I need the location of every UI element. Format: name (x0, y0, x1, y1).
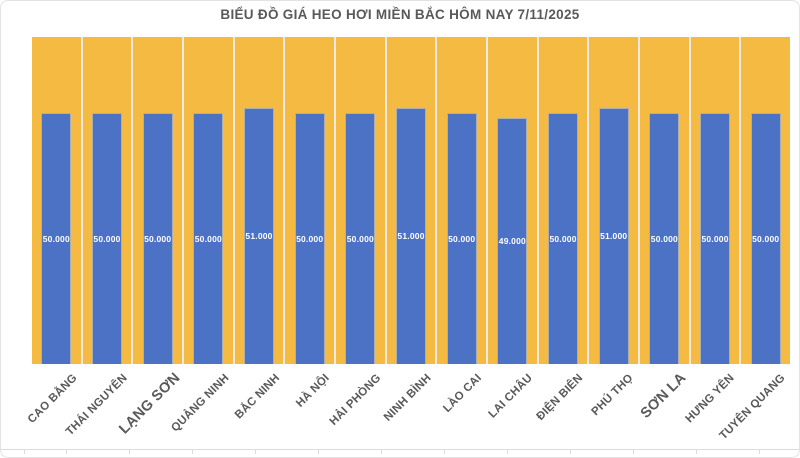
category-column: 50.000 (133, 37, 183, 364)
bar-value-label: 51.000 (600, 231, 628, 242)
category-column: 50.000 (690, 37, 740, 364)
category-column: 50.000 (538, 37, 588, 364)
x-axis-label: HÀ NỘI (294, 372, 333, 410)
bar-value-label: 50.000 (42, 233, 70, 244)
worksheet-gridline (1, 449, 799, 454)
price-bar: 50.000 (142, 112, 173, 364)
category-column: 50.000 (336, 37, 385, 364)
x-axis-label: HẢI PHÒNG (327, 372, 383, 428)
category-column: 50.000 (285, 37, 335, 364)
price-bar: 50.000 (700, 112, 731, 364)
bar-value-label: 51.000 (245, 231, 273, 242)
bar-value-label: 49.000 (498, 236, 526, 247)
bar-value-label: 51.000 (397, 231, 425, 242)
price-bar: 50.000 (193, 112, 224, 364)
x-axis: CAO BẰNG THÁI NGUYÊN LẠNG SƠN QUẢNG NINH BẮC… (1, 364, 799, 452)
x-axis-label: HƯNG YÊN (683, 372, 737, 426)
chart-title: BIỂU ĐỒ GIÁ HEO HƠI MIỀN BẮC HÔM NAY 7/1… (220, 7, 580, 22)
plot-area: 50.000 50.000 50.000 50.000 51.000 50.000 50.0… (32, 37, 791, 364)
x-axis-label: NINH BÌNH (381, 372, 434, 424)
x-axis-label: PHÚ THỌ (589, 372, 636, 419)
price-bar: 50.000 (649, 112, 680, 364)
bar-value-label: 50.000 (650, 233, 678, 244)
bar-value-label: 50.000 (549, 233, 577, 244)
price-bar: 51.000 (244, 107, 275, 364)
price-bar: 51.000 (598, 107, 629, 364)
price-bar: 50.000 (548, 112, 579, 364)
category-column: 50.000 (741, 37, 791, 364)
x-axis-label: LAI CHÂU (486, 372, 535, 421)
category-column: 50.000 (82, 37, 132, 364)
bar-value-label: 50.000 (194, 233, 222, 244)
price-bar: 50.000 (345, 112, 376, 364)
category-column: 50.000 (640, 37, 689, 364)
category-column: 49.000 (488, 37, 537, 364)
bar-value-label: 50.000 (296, 233, 324, 244)
category-column: 51.000 (234, 37, 284, 364)
bar-value-label: 50.000 (701, 233, 729, 244)
price-bar: 50.000 (446, 112, 477, 364)
price-bar: 51.000 (396, 107, 427, 364)
x-axis-label: ĐIỆN BIÊN (534, 372, 586, 423)
price-bar: 50.000 (294, 112, 325, 364)
price-bar: 50.000 (92, 112, 122, 364)
category-column: 51.000 (386, 37, 436, 364)
x-axis-label: LÀO CAI (441, 372, 484, 415)
bar-value-label: 50.000 (144, 233, 172, 244)
price-bar: 50.000 (750, 112, 781, 364)
price-bar: 49.000 (497, 117, 528, 364)
bar-value-label: 50.000 (93, 233, 121, 244)
x-axis-label: SƠN LA (637, 370, 690, 422)
category-column: 51.000 (589, 37, 639, 364)
bar-value-label: 50.000 (752, 233, 780, 244)
x-axis-label: BẮC NINH (232, 372, 282, 422)
category-column: 50.000 (437, 37, 487, 364)
bar-value-label: 50.000 (448, 233, 476, 244)
category-column: 50.000 (184, 37, 233, 364)
price-bar: 50.000 (41, 112, 72, 364)
bar-value-label: 50.000 (346, 233, 374, 244)
category-column: 50.000 (32, 37, 81, 364)
x-axis-label: CAO BẰNG (25, 372, 80, 426)
